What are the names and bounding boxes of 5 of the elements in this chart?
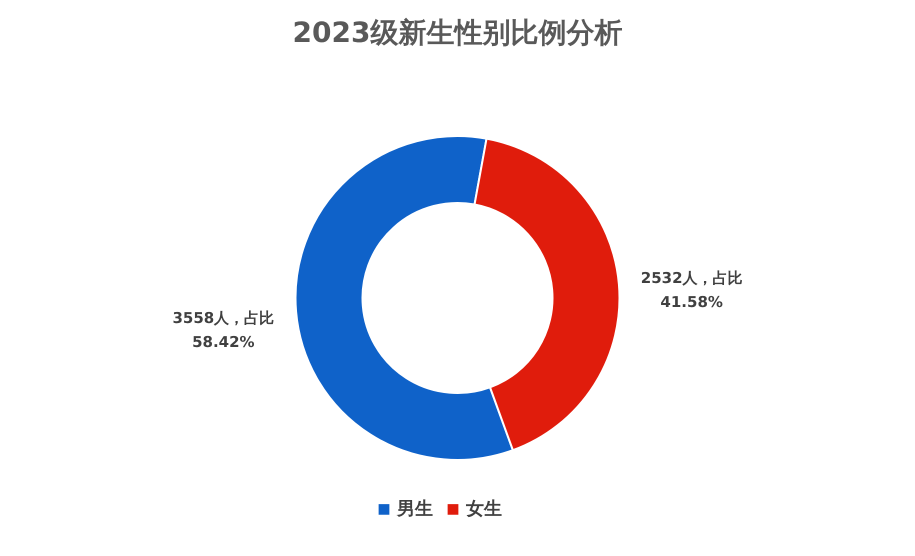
data-label: 2532人，占比 41.58% <box>640 269 743 312</box>
legend-label: 男生 <box>396 498 433 520</box>
legend-label: 女生 <box>465 498 502 520</box>
data-label: 3558人，占比 58.42% <box>172 308 274 351</box>
chart-title: 2023级新生性别比例分析 <box>292 16 622 49</box>
